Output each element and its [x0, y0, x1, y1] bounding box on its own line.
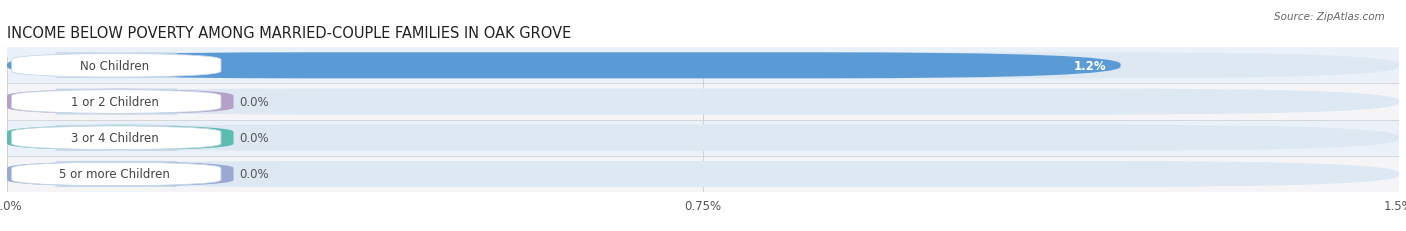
FancyBboxPatch shape: [7, 89, 233, 115]
FancyBboxPatch shape: [11, 54, 221, 78]
Bar: [7, 84, 1399, 120]
Bar: [7, 156, 1399, 192]
Text: 0.0%: 0.0%: [239, 96, 269, 109]
Text: INCOME BELOW POVERTY AMONG MARRIED-COUPLE FAMILIES IN OAK GROVE: INCOME BELOW POVERTY AMONG MARRIED-COUPL…: [7, 26, 571, 41]
Text: 0.0%: 0.0%: [239, 168, 269, 181]
FancyBboxPatch shape: [7, 161, 1399, 187]
Text: 3 or 4 Children: 3 or 4 Children: [72, 132, 159, 145]
Bar: [7, 120, 1399, 156]
Bar: [7, 48, 1399, 84]
FancyBboxPatch shape: [7, 53, 1399, 79]
Text: 1.2%: 1.2%: [1074, 60, 1107, 73]
FancyBboxPatch shape: [7, 89, 1399, 115]
FancyBboxPatch shape: [7, 161, 233, 187]
Text: Source: ZipAtlas.com: Source: ZipAtlas.com: [1274, 12, 1385, 21]
Text: 1 or 2 Children: 1 or 2 Children: [70, 96, 159, 109]
FancyBboxPatch shape: [11, 126, 221, 150]
FancyBboxPatch shape: [7, 125, 233, 151]
Text: No Children: No Children: [80, 60, 149, 73]
Text: 0.0%: 0.0%: [239, 132, 269, 145]
FancyBboxPatch shape: [11, 162, 221, 186]
FancyBboxPatch shape: [7, 125, 1399, 151]
FancyBboxPatch shape: [11, 90, 221, 114]
Text: 5 or more Children: 5 or more Children: [59, 168, 170, 181]
FancyBboxPatch shape: [7, 53, 1121, 79]
